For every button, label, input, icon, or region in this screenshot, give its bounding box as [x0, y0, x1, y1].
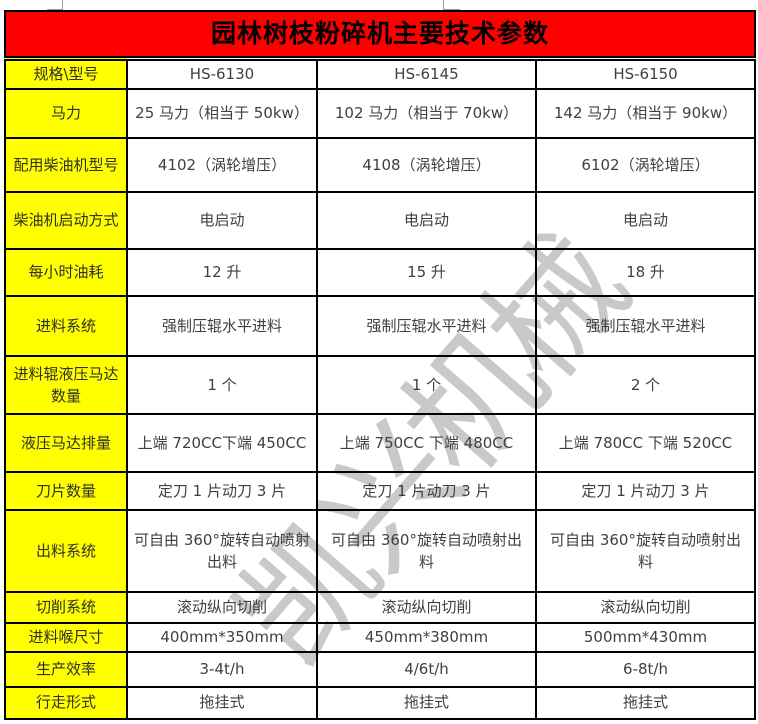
spec-value-cell: 定刀 1 片动刀 3 片: [316, 471, 537, 511]
table-row: 刀片数量 定刀 1 片动刀 3 片定刀 1 片动刀 3 片定刀 1 片动刀 3 片: [4, 471, 757, 511]
spec-value-cell: 142 马力（相当于 90kw）: [534, 88, 757, 139]
row-label: 配用柴油机型号: [4, 137, 128, 193]
spec-value-cell: 12 升: [126, 248, 318, 297]
model-name-hs6150: HS-6150: [534, 57, 757, 90]
table-row: 马力 25 马力（相当于 50kw） 102 马力（相当于 70kw） 142 马力（…: [4, 88, 757, 139]
spec-value-cell: 滚动纵向切削: [534, 591, 757, 624]
row-label: 马力: [4, 88, 128, 139]
table-row: 柴油机启动方式 电启动 电启动 电启动: [4, 191, 757, 250]
spec-value-cell: 可自由 360°旋转自动喷射出料: [126, 509, 318, 593]
row-label: 出料系统: [4, 509, 128, 593]
model-name-hs6145: HS-6145: [316, 57, 537, 90]
spec-value-cell: 3-4t/h: [126, 650, 318, 688]
spec-value-cell: 强制压辊水平进料: [316, 295, 537, 357]
spec-value-cell: 滚动纵向切削: [316, 591, 537, 624]
row-label: 切削系统: [4, 591, 128, 624]
spec-value-cell: 2 个: [534, 355, 757, 415]
spec-value-cell: 拖挂式: [316, 685, 537, 720]
row-label: 进料辊液压马达数量: [4, 355, 128, 415]
spec-value-cell: 可自由 360°旋转自动喷射出料: [316, 509, 537, 593]
spec-value-cell: 拖挂式: [534, 685, 757, 720]
gridline-artifact-right: [443, 0, 460, 10]
table-row: 进料喉尺寸 400mm*350mm 450mm*380mm 500mm*430mm: [4, 622, 757, 653]
row-label: 刀片数量: [4, 471, 128, 511]
row-label: 进料系统: [4, 295, 128, 357]
spec-value-cell: 定刀 1 片动刀 3 片: [534, 471, 757, 511]
spec-value-cell: 4/6t/h: [316, 650, 537, 688]
row-label: 液压马达排量: [4, 413, 128, 473]
row-label: 行走形式: [4, 685, 128, 720]
spec-value-cell: 6102（涡轮增压）: [534, 137, 757, 193]
table-row: 行走形式 拖挂式 拖挂式 拖挂式: [4, 685, 757, 720]
row-label: 每小时油耗: [4, 248, 128, 297]
spec-value-cell: 15 升: [316, 248, 537, 297]
spec-value-cell: 1 个: [126, 355, 318, 415]
spec-value-cell: 18 升: [534, 248, 757, 297]
spec-value-cell: 电启动: [316, 191, 537, 250]
table-title: 园林树枝粉碎机主要技术参数: [3, 10, 757, 61]
spec-value-cell: 上端 780CC 下端 520CC: [534, 413, 757, 473]
model-name-hs6130: HS-6130: [126, 57, 318, 90]
spec-value-cell: 滚动纵向切削: [126, 591, 318, 624]
spec-value-cell: 102 马力（相当于 70kw）: [316, 88, 537, 139]
row-label: 进料喉尺寸: [4, 622, 128, 653]
spec-value-cell: 可自由 360°旋转自动喷射出料: [534, 509, 757, 593]
spec-value-cell: 电启动: [126, 191, 318, 250]
table-row: 生产效率 3-4t/h 4/6t/h 6-8t/h: [4, 650, 757, 688]
spec-value-cell: 450mm*380mm: [316, 622, 537, 653]
header-spec-model-label: 规格\型号: [4, 57, 128, 90]
spec-value-cell: 上端 720CC下端 450CC: [126, 413, 318, 473]
spec-value-cell: 拖挂式: [126, 685, 318, 720]
spec-value-cell: 1 个: [316, 355, 537, 415]
row-label: 生产效率: [4, 650, 128, 688]
model-header-row: 规格\型号 HS-6130 HS-6145 HS-6150: [4, 57, 757, 90]
spec-value-cell: 定刀 1 片动刀 3 片: [126, 471, 318, 511]
table-row: 配用柴油机型号 4102（涡轮增压） 4108（涡轮增压） 6102（涡轮增压）: [4, 137, 757, 193]
table-row: 每小时油耗 12 升 15 升 18 升: [4, 248, 757, 297]
table-row: 液压马达排量 上端 720CC下端 450CC 上端 750CC 下端 480CC 上…: [4, 413, 757, 473]
row-label: 柴油机启动方式: [4, 191, 128, 250]
spec-value-cell: 上端 750CC 下端 480CC: [316, 413, 537, 473]
spec-value-cell: 500mm*430mm: [534, 622, 757, 653]
spec-value-cell: 4102（涡轮增压）: [126, 137, 318, 193]
gridline-artifact-left: [47, 0, 63, 10]
spec-value-cell: 强制压辊水平进料: [534, 295, 757, 357]
spec-value-cell: 电启动: [534, 191, 757, 250]
table-row: 切削系统 滚动纵向切削 滚动纵向切削 滚动纵向切削: [4, 591, 757, 624]
spec-value-cell: 25 马力（相当于 50kw）: [126, 88, 318, 139]
spec-value-cell: 4108（涡轮增压）: [316, 137, 537, 193]
spec-value-cell: 6-8t/h: [534, 650, 757, 688]
spec-table: 园林树枝粉碎机主要技术参数 规格\型号 HS-6130 HS-6145 HS-6…: [3, 10, 757, 720]
table-row: 进料系统 强制压辊水平进料 强制压辊水平进料 强制压辊水平进料: [4, 295, 757, 357]
spec-value-cell: 强制压辊水平进料: [126, 295, 318, 357]
table-row: 出料系统 可自由 360°旋转自动喷射出料 可自由 360°旋转自动喷射出料 可自由 …: [4, 509, 757, 593]
spec-value-cell: 400mm*350mm: [126, 622, 318, 653]
title-row: 园林树枝粉碎机主要技术参数: [3, 10, 757, 61]
